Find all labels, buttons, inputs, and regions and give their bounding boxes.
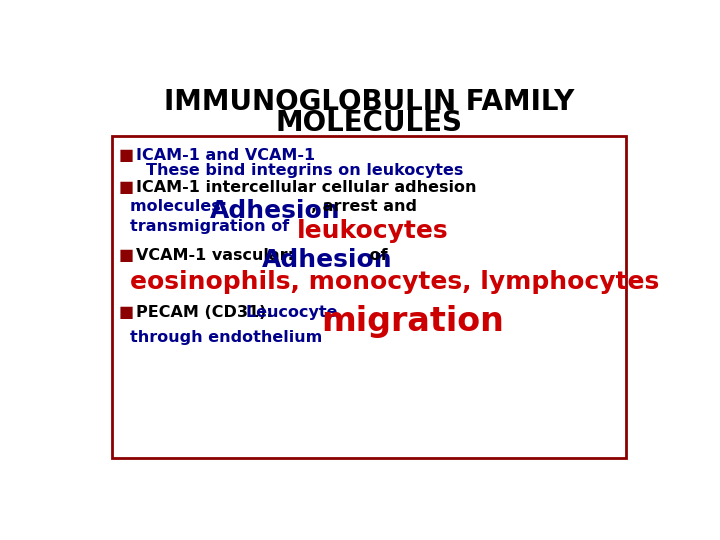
Text: , arrest and: , arrest and (311, 199, 417, 214)
Text: molecules:: molecules: (130, 199, 233, 214)
Text: PECAM (CD31):: PECAM (CD31): (135, 305, 278, 320)
Text: ■: ■ (120, 248, 140, 263)
Text: ■: ■ (120, 179, 140, 194)
Text: ICAM-1 intercellular cellular adhesion: ICAM-1 intercellular cellular adhesion (135, 179, 476, 194)
Text: Adhesion: Adhesion (262, 248, 393, 272)
Text: ICAM-1 and VCAM-1: ICAM-1 and VCAM-1 (135, 148, 315, 163)
Text: IMMUNOGLOBULIN FAMILY: IMMUNOGLOBULIN FAMILY (164, 88, 574, 116)
Text: These bind integrins on leukocytes: These bind integrins on leukocytes (145, 164, 463, 178)
Text: eosinophils, monocytes, lymphocytes: eosinophils, monocytes, lymphocytes (130, 269, 660, 294)
Text: ■: ■ (120, 148, 140, 163)
Text: migration: migration (321, 305, 504, 338)
Text: leukocytes: leukocytes (297, 219, 449, 243)
Text: Adhesion: Adhesion (210, 199, 341, 223)
Text: transmigration of: transmigration of (130, 219, 289, 234)
Text: of: of (364, 248, 387, 263)
FancyBboxPatch shape (112, 136, 626, 457)
Text: ■: ■ (120, 305, 140, 320)
Text: VCAM-1 vascular:: VCAM-1 vascular: (135, 248, 299, 263)
Text: Leucocyte: Leucocyte (246, 305, 343, 320)
Text: MOLECULES: MOLECULES (276, 110, 462, 138)
Text: through endothelium: through endothelium (130, 330, 323, 345)
